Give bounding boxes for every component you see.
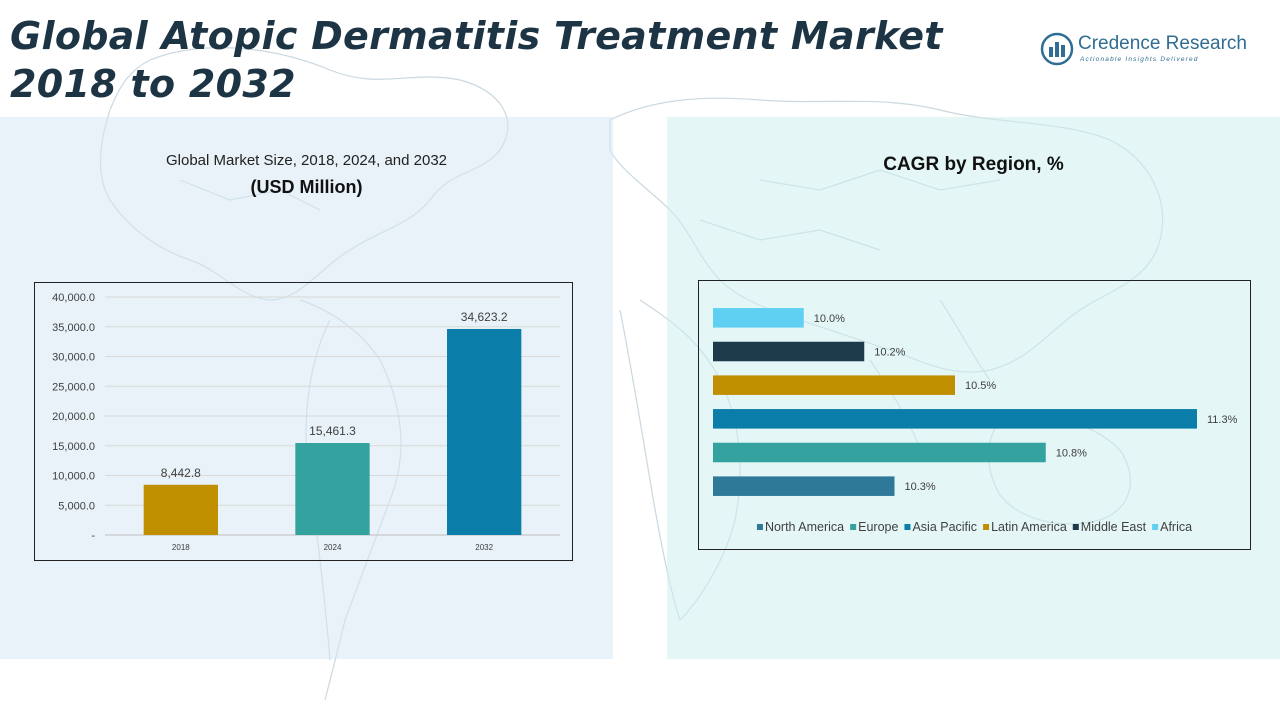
bar-2032 (447, 328, 522, 535)
y-tick-label: 20,000.0 (52, 411, 95, 423)
legend-item: Asia Pacific (904, 520, 977, 534)
hbar-value-label: 10.0% (814, 313, 845, 325)
market-size-bar-chart: - 5,000.0 10,000.0 15,000.0 20,000.0 25,000.0… (52, 292, 560, 552)
legend-swatch (1152, 524, 1159, 530)
legend-label: Middle East (1081, 520, 1147, 534)
legend-label: Asia Pacific (912, 520, 977, 534)
y-tick-label: 15,000.0 (52, 441, 95, 453)
x-tick-label: 2032 (475, 543, 493, 552)
hbar-latin-america (713, 375, 955, 395)
hbar-value-label: 10.8% (1056, 448, 1087, 460)
legend-label: Latin America (991, 520, 1067, 534)
bar-chart-circle-icon (1040, 32, 1074, 66)
cagr-horizontal-bar-chart: 10.3% 10.8% 11.3% 10.5% 10.2% 10.0% North Amer… (713, 308, 1238, 534)
logo-tagline: Actionable Insights Delivered (1080, 56, 1199, 63)
x-tick-label: 2024 (324, 543, 342, 552)
bar-value-label: 8,442.8 (161, 466, 201, 480)
x-tick-label: 2018 (172, 543, 190, 552)
y-tick-label: 30,000.0 (52, 352, 95, 364)
bar-2024 (295, 443, 370, 535)
legend-label: Europe (858, 520, 898, 534)
hbar-value-label: 10.5% (965, 380, 996, 392)
legend-label: North America (765, 520, 844, 534)
market-size-chart-unit: (USD Million) (250, 177, 363, 197)
y-tick-label: 40,000.0 (52, 292, 95, 304)
legend-item: Middle East (1072, 520, 1147, 534)
legend-swatch (904, 524, 911, 530)
y-tick-label: 35,000.0 (52, 322, 95, 334)
y-tick-label: 10,000.0 (52, 471, 95, 483)
page-title: Global Atopic Dermatitis Treatment Marke… (10, 14, 943, 106)
legend-swatch (756, 524, 763, 530)
hbar-africa (713, 308, 804, 328)
chart-legend: North America Europe Asia Pacific Latin Ame… (756, 520, 1192, 534)
hbar-europe (713, 442, 1046, 463)
cagr-chart-title: CAGR by Region, % (883, 154, 1064, 175)
credence-research-logo: Credence Research Actionable Insights De… (1040, 32, 1272, 68)
cagr-chart-frame: 10.3% 10.8% 11.3% 10.5% 10.2% 10.0% North Amer… (698, 280, 1251, 550)
hbar-value-label: 10.2% (874, 347, 905, 359)
bar-2018 (143, 484, 218, 535)
hbar-value-label: 11.3% (1207, 414, 1238, 426)
legend-item: Latin America (983, 520, 1067, 534)
hbar-value-label: 10.3% (905, 481, 936, 493)
hbar-middle-east (713, 341, 865, 362)
y-tick-label: 5,000.0 (58, 500, 95, 512)
hbar-asia-pacific (713, 409, 1197, 429)
legend-label: Africa (1160, 520, 1192, 534)
legend-item: Africa (1152, 520, 1192, 534)
legend-swatch (1072, 524, 1079, 530)
market-size-chart-title: Global Market Size, 2018, 2024, and 2032 (165, 152, 448, 169)
logo-name: Credence Research (1078, 33, 1247, 54)
legend-item: North America (756, 520, 844, 534)
hbar-north-america (713, 476, 895, 496)
legend-swatch (983, 524, 990, 530)
market-size-chart-frame: - 5,000.0 10,000.0 15,000.0 20,000.0 25,000.0… (34, 282, 573, 561)
legend-item: Europe (850, 520, 898, 534)
legend-swatch (850, 524, 857, 530)
y-tick-label: - (91, 530, 95, 542)
bar-value-label: 34,623.2 (461, 310, 508, 324)
y-tick-label: 25,000.0 (52, 381, 95, 393)
bar-value-label: 15,461.3 (309, 424, 356, 438)
